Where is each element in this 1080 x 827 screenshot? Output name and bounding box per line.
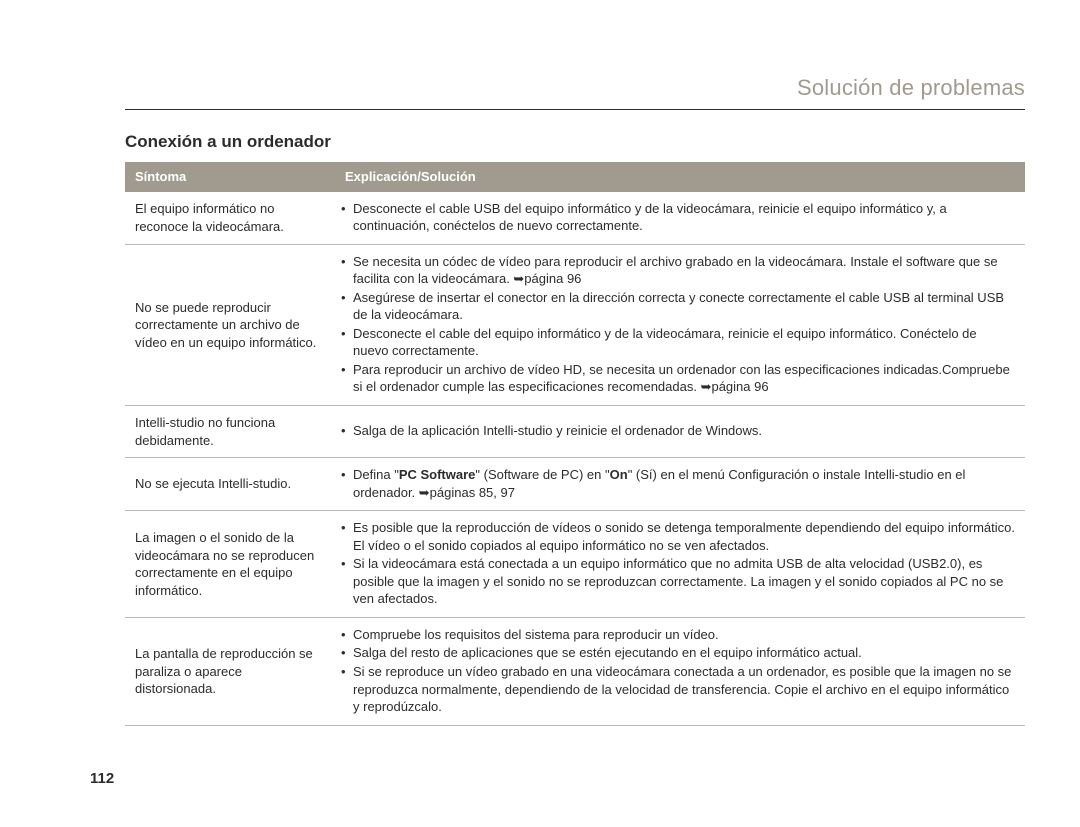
bullet-list: Compruebe los requisitos del sistema par… [341, 626, 1015, 716]
col-header-symptom: Síntoma [125, 162, 335, 192]
symptom-cell: El equipo informático no reconoce la vid… [125, 192, 335, 245]
list-item: Desconecte el cable USB del equipo infor… [341, 200, 1015, 235]
list-item: Compruebe los requisitos del sistema par… [341, 626, 1015, 644]
list-item: Salga del resto de aplicaciones que se e… [341, 644, 1015, 662]
list-item: Es posible que la reproducción de vídeos… [341, 519, 1015, 554]
explain-cell: Desconecte el cable USB del equipo infor… [335, 192, 1025, 245]
symptom-cell: La pantalla de reproducción se paraliza … [125, 617, 335, 725]
bullet-list: Es posible que la reproducción de vídeos… [341, 519, 1015, 608]
explain-cell: Compruebe los requisitos del sistema par… [335, 617, 1025, 725]
bullet-list: Defina "PC Software" (Software de PC) en… [341, 466, 1015, 501]
symptom-cell: La imagen o el sonido de la videocámara … [125, 511, 335, 618]
list-item: Si se reproduce un vídeo grabado en una … [341, 663, 1015, 716]
bullet-list: Salga de la aplicación Intelli-studio y … [341, 422, 1015, 440]
troubleshooting-table: Síntoma Explicación/Solución El equipo i… [125, 162, 1025, 726]
table-row: La imagen o el sonido de la videocámara … [125, 511, 1025, 618]
page-number: 112 [90, 770, 114, 787]
bullet-list: Desconecte el cable USB del equipo infor… [341, 200, 1015, 235]
table-row: No se puede reproducir correctamente un … [125, 244, 1025, 405]
symptom-cell: Intelli-studio no funciona debidamente. [125, 406, 335, 458]
list-item: Defina "PC Software" (Software de PC) en… [341, 466, 1015, 501]
list-item: Para reproducir un archivo de vídeo HD, … [341, 361, 1015, 396]
symptom-cell: No se ejecuta Intelli-studio. [125, 458, 335, 511]
table-row: La pantalla de reproducción se paraliza … [125, 617, 1025, 725]
table-row: El equipo informático no reconoce la vid… [125, 192, 1025, 245]
table-header-row: Síntoma Explicación/Solución [125, 162, 1025, 192]
col-header-explain: Explicación/Solución [335, 162, 1025, 192]
explain-cell: Defina "PC Software" (Software de PC) en… [335, 458, 1025, 511]
bullet-list: Se necesita un códec de vídeo para repro… [341, 253, 1015, 396]
table-row: Intelli-studio no funciona debidamente. … [125, 406, 1025, 458]
symptom-cell: No se puede reproducir correctamente un … [125, 244, 335, 405]
explain-cell: Se necesita un códec de vídeo para repro… [335, 244, 1025, 405]
page-title: Solución de problemas [125, 75, 1025, 110]
list-item: Asegúrese de insertar el conector en la … [341, 289, 1015, 324]
list-item: Desconecte el cable del equipo informáti… [341, 325, 1015, 360]
explain-cell: Salga de la aplicación Intelli-studio y … [335, 406, 1025, 458]
list-item: Se necesita un códec de vídeo para repro… [341, 253, 1015, 288]
document-page: Solución de problemas Conexión a un orde… [125, 75, 1025, 726]
explain-cell: Es posible que la reproducción de vídeos… [335, 511, 1025, 618]
list-item: Si la videocámara está conectada a un eq… [341, 555, 1015, 608]
table-row: No se ejecuta Intelli-studio. Defina "PC… [125, 458, 1025, 511]
list-item: Salga de la aplicación Intelli-studio y … [341, 422, 1015, 440]
section-title: Conexión a un ordenador [125, 132, 1025, 152]
